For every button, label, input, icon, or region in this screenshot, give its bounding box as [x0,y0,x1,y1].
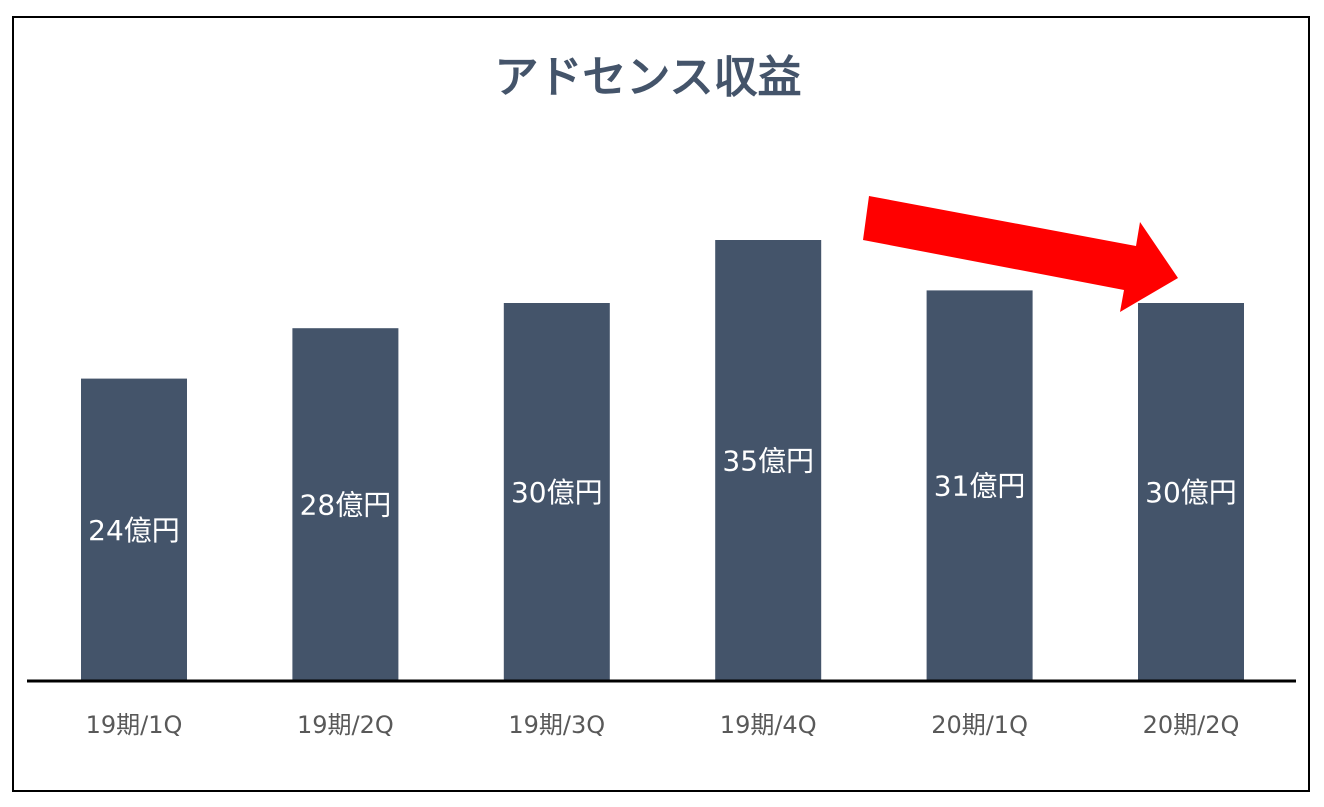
chart-frame [12,16,1310,792]
bars-group [81,240,1244,681]
chart-title: アドセンス収益 [494,52,801,103]
x-tick-label: 19期/3Q [508,711,605,739]
bar-2 [292,328,399,681]
bar-data-label: 24億円 [88,514,180,547]
trend-arrow [863,196,1178,312]
bar-4 [715,240,822,681]
bar-data-label: 30億円 [511,476,603,509]
x-tick-label: 19期/4Q [720,711,817,739]
x-tick-label: 20期/2Q [1143,711,1240,739]
x-tick-label: 19期/1Q [86,711,183,739]
bar-data-label: 35億円 [722,445,814,478]
x-tick-label: 19期/2Q [297,711,394,739]
bar-3 [503,303,610,681]
bar-6 [1138,303,1244,681]
data-labels-group: 24億円 28億円 30億円 35億円 31億円 30億円 [88,445,1237,547]
bar-data-label: 31億円 [934,470,1026,503]
x-tick-label: 20期/1Q [931,711,1028,739]
bar-5 [926,290,1033,681]
bar-data-label: 30億円 [1145,476,1237,509]
bar-1 [81,378,187,681]
x-tick-labels-group: 19期/1Q 19期/2Q 19期/3Q 19期/4Q 20期/1Q 20期/2Q [86,711,1240,739]
bar-data-label: 28億円 [300,489,392,522]
